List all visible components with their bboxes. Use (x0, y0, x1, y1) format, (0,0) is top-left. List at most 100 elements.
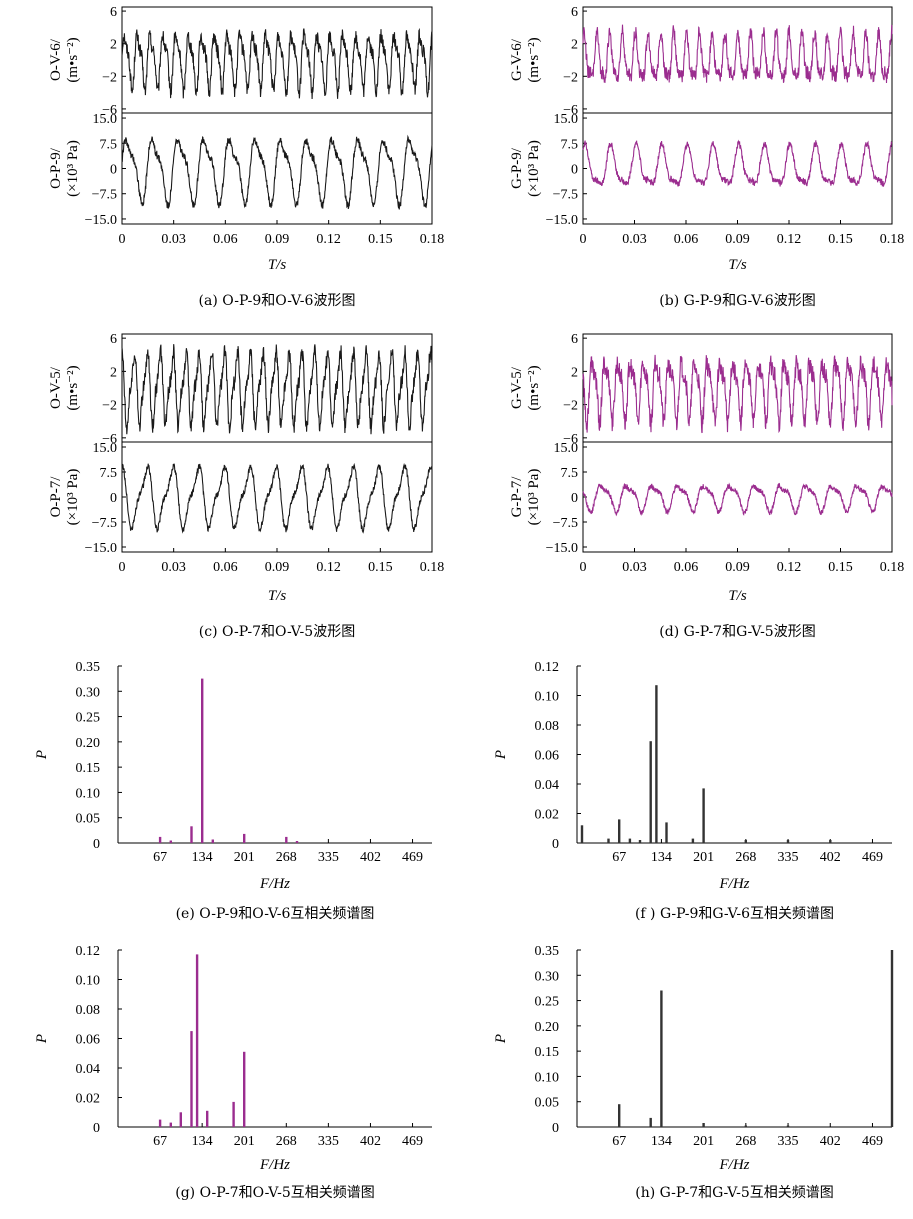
x-tick-label: 469 (402, 1134, 423, 1149)
y-tick-label: 15.0 (554, 441, 579, 456)
x-tick-label: 0.12 (777, 232, 802, 247)
bar (660, 990, 663, 1127)
y-tick-label: −2 (563, 70, 578, 85)
y-tick-label: 0.02 (76, 1092, 101, 1107)
plot-frame-bottom (582, 441, 893, 553)
panel-c: 6 2 −2 −6 O-V-5/(m•s⁻²) 15.0 7.5 0 −7.5 −15.0 O-P-… (48, 332, 444, 640)
y-tick-label: 15.0 (93, 441, 118, 456)
bar (201, 678, 204, 843)
y-axis-label-line1: G-P-9/ (509, 147, 525, 189)
panel-caption: (c) O-P-7和O-V-5波形图 (199, 624, 355, 640)
y-tick-label: 6 (571, 5, 578, 20)
bar (580, 825, 584, 843)
x-tick-label: 469 (862, 1134, 883, 1149)
x-tick-label: 0 (119, 232, 126, 247)
bar (890, 950, 894, 1127)
x-tick-label: 0.06 (674, 560, 699, 575)
x-tick-label: 469 (862, 850, 883, 865)
y-tick-label: 0.35 (535, 944, 560, 959)
bar (618, 1104, 621, 1127)
bar (744, 1125, 747, 1127)
y-tick-label: 0.06 (535, 749, 560, 764)
x-tick-label: 335 (778, 1134, 799, 1149)
y-tick-label: 0.05 (76, 812, 101, 827)
y-tick-label: 0.10 (76, 974, 101, 989)
y-tick-label: 0.12 (535, 660, 560, 675)
panel-caption: (b) G-P-9和G-V-6波形图 (659, 293, 815, 309)
x-tick-label: 201 (234, 850, 255, 865)
x-tick-label: 0.06 (674, 232, 699, 247)
signal-line-bottom (121, 462, 433, 534)
y-axis-label-line1: O-P-7/ (48, 476, 64, 518)
y-tick-label: 0.25 (535, 995, 560, 1010)
x-tick-label: 0.03 (622, 560, 647, 575)
signal-line-top (121, 27, 433, 100)
x-tick-label: 0.18 (420, 560, 445, 575)
y-tick-label: 0.02 (535, 808, 560, 823)
x-tick-label: 0.15 (828, 560, 853, 575)
y-tick-label: −7.5 (553, 188, 578, 203)
x-tick-label: 0.18 (880, 232, 905, 247)
y-tick-label: 0.15 (535, 1045, 560, 1060)
y-tick-label: 0.12 (76, 944, 101, 959)
y-tick-label: 7.5 (100, 466, 118, 481)
plot-frame-bottom (121, 441, 433, 553)
x-tick-label: 0.18 (880, 560, 905, 575)
y-tick-label: 0 (571, 491, 578, 506)
bar (607, 838, 610, 843)
y-tick-label: 7.5 (561, 466, 579, 481)
y-axis-label: P (493, 1034, 509, 1044)
y-tick-label: 0.30 (76, 685, 101, 700)
y-tick-label: −15.0 (546, 213, 578, 228)
y-tick-label: 2 (110, 38, 117, 53)
bar (829, 840, 832, 843)
y-tick-label: 7.5 (561, 137, 579, 152)
y-tick-label: 0.35 (76, 660, 101, 675)
panel-caption: (e) O-P-9和O-V-6互相关频谱图 (176, 906, 375, 922)
y-tick-label: 7.5 (100, 137, 118, 152)
x-tick-label: 0.09 (265, 232, 290, 247)
y-tick-label: −6 (563, 432, 578, 447)
y-tick-label: −15.0 (546, 541, 578, 556)
y-tick-label: 0 (93, 837, 100, 852)
bar (179, 1112, 182, 1128)
y-axis-label-line1: G-V-6/ (509, 38, 525, 81)
x-tick-label: 67 (153, 1134, 167, 1149)
signal-line-bottom (121, 134, 433, 210)
panel-h: 0 0.05 0.10 0.15 0.20 0.25 0.30 0.35 67 134 201 268… (493, 944, 894, 1201)
y-axis-label-line1: G-V-5/ (509, 366, 525, 409)
x-tick-label: 0.18 (420, 232, 445, 247)
panel-a: 6 2 −2 −6 O-V-6/(m•s⁻²) 15.0 7.5 0 −7.5 −15.0 O-P-… (48, 5, 444, 309)
x-axis-label: F/Hz (259, 876, 290, 892)
bar (649, 741, 652, 843)
y-tick-label: −2 (102, 70, 117, 85)
x-tick-label: 0.12 (316, 560, 341, 575)
x-tick-label: 0 (580, 560, 587, 575)
y-tick-label: 0 (110, 163, 117, 178)
y-tick-label: 0.08 (76, 1003, 101, 1018)
signal-line-bottom (582, 139, 893, 187)
x-axis-label: T/s (268, 588, 287, 604)
x-axis-label: T/s (268, 257, 287, 273)
x-tick-label: 0.15 (828, 232, 853, 247)
signal-line-top (582, 24, 893, 84)
x-tick-label: 134 (651, 850, 672, 865)
y-tick-label: −7.5 (92, 188, 117, 203)
y-tick-label: 0.30 (535, 969, 560, 984)
y-tick-label: 0.10 (76, 786, 101, 801)
x-tick-label: 402 (360, 850, 381, 865)
y-axis-label-line2: (×10³ Pa) (526, 140, 542, 197)
bar (295, 841, 299, 843)
y-tick-label: −6 (563, 103, 578, 118)
y-tick-label: 0 (571, 163, 578, 178)
y-tick-label: −15.0 (85, 541, 117, 556)
panel-g: 0 0.02 0.04 0.06 0.08 0.10 0.12 67 134 201 268 335 4… (34, 944, 432, 1201)
y-tick-label: 0.08 (535, 719, 560, 734)
y-tick-label: 6 (110, 5, 117, 20)
y-axis-label: P (493, 750, 509, 760)
x-tick-label: 0.06 (213, 560, 238, 575)
x-axis-label: T/s (728, 588, 747, 604)
bar (655, 685, 658, 843)
panel-d: 6 2 −2 −6 G-V-5/(m•s⁻²) 15.0 7.5 0 −7.5 −15.0 G-P-… (509, 332, 904, 640)
y-tick-label: 0 (552, 1121, 559, 1136)
